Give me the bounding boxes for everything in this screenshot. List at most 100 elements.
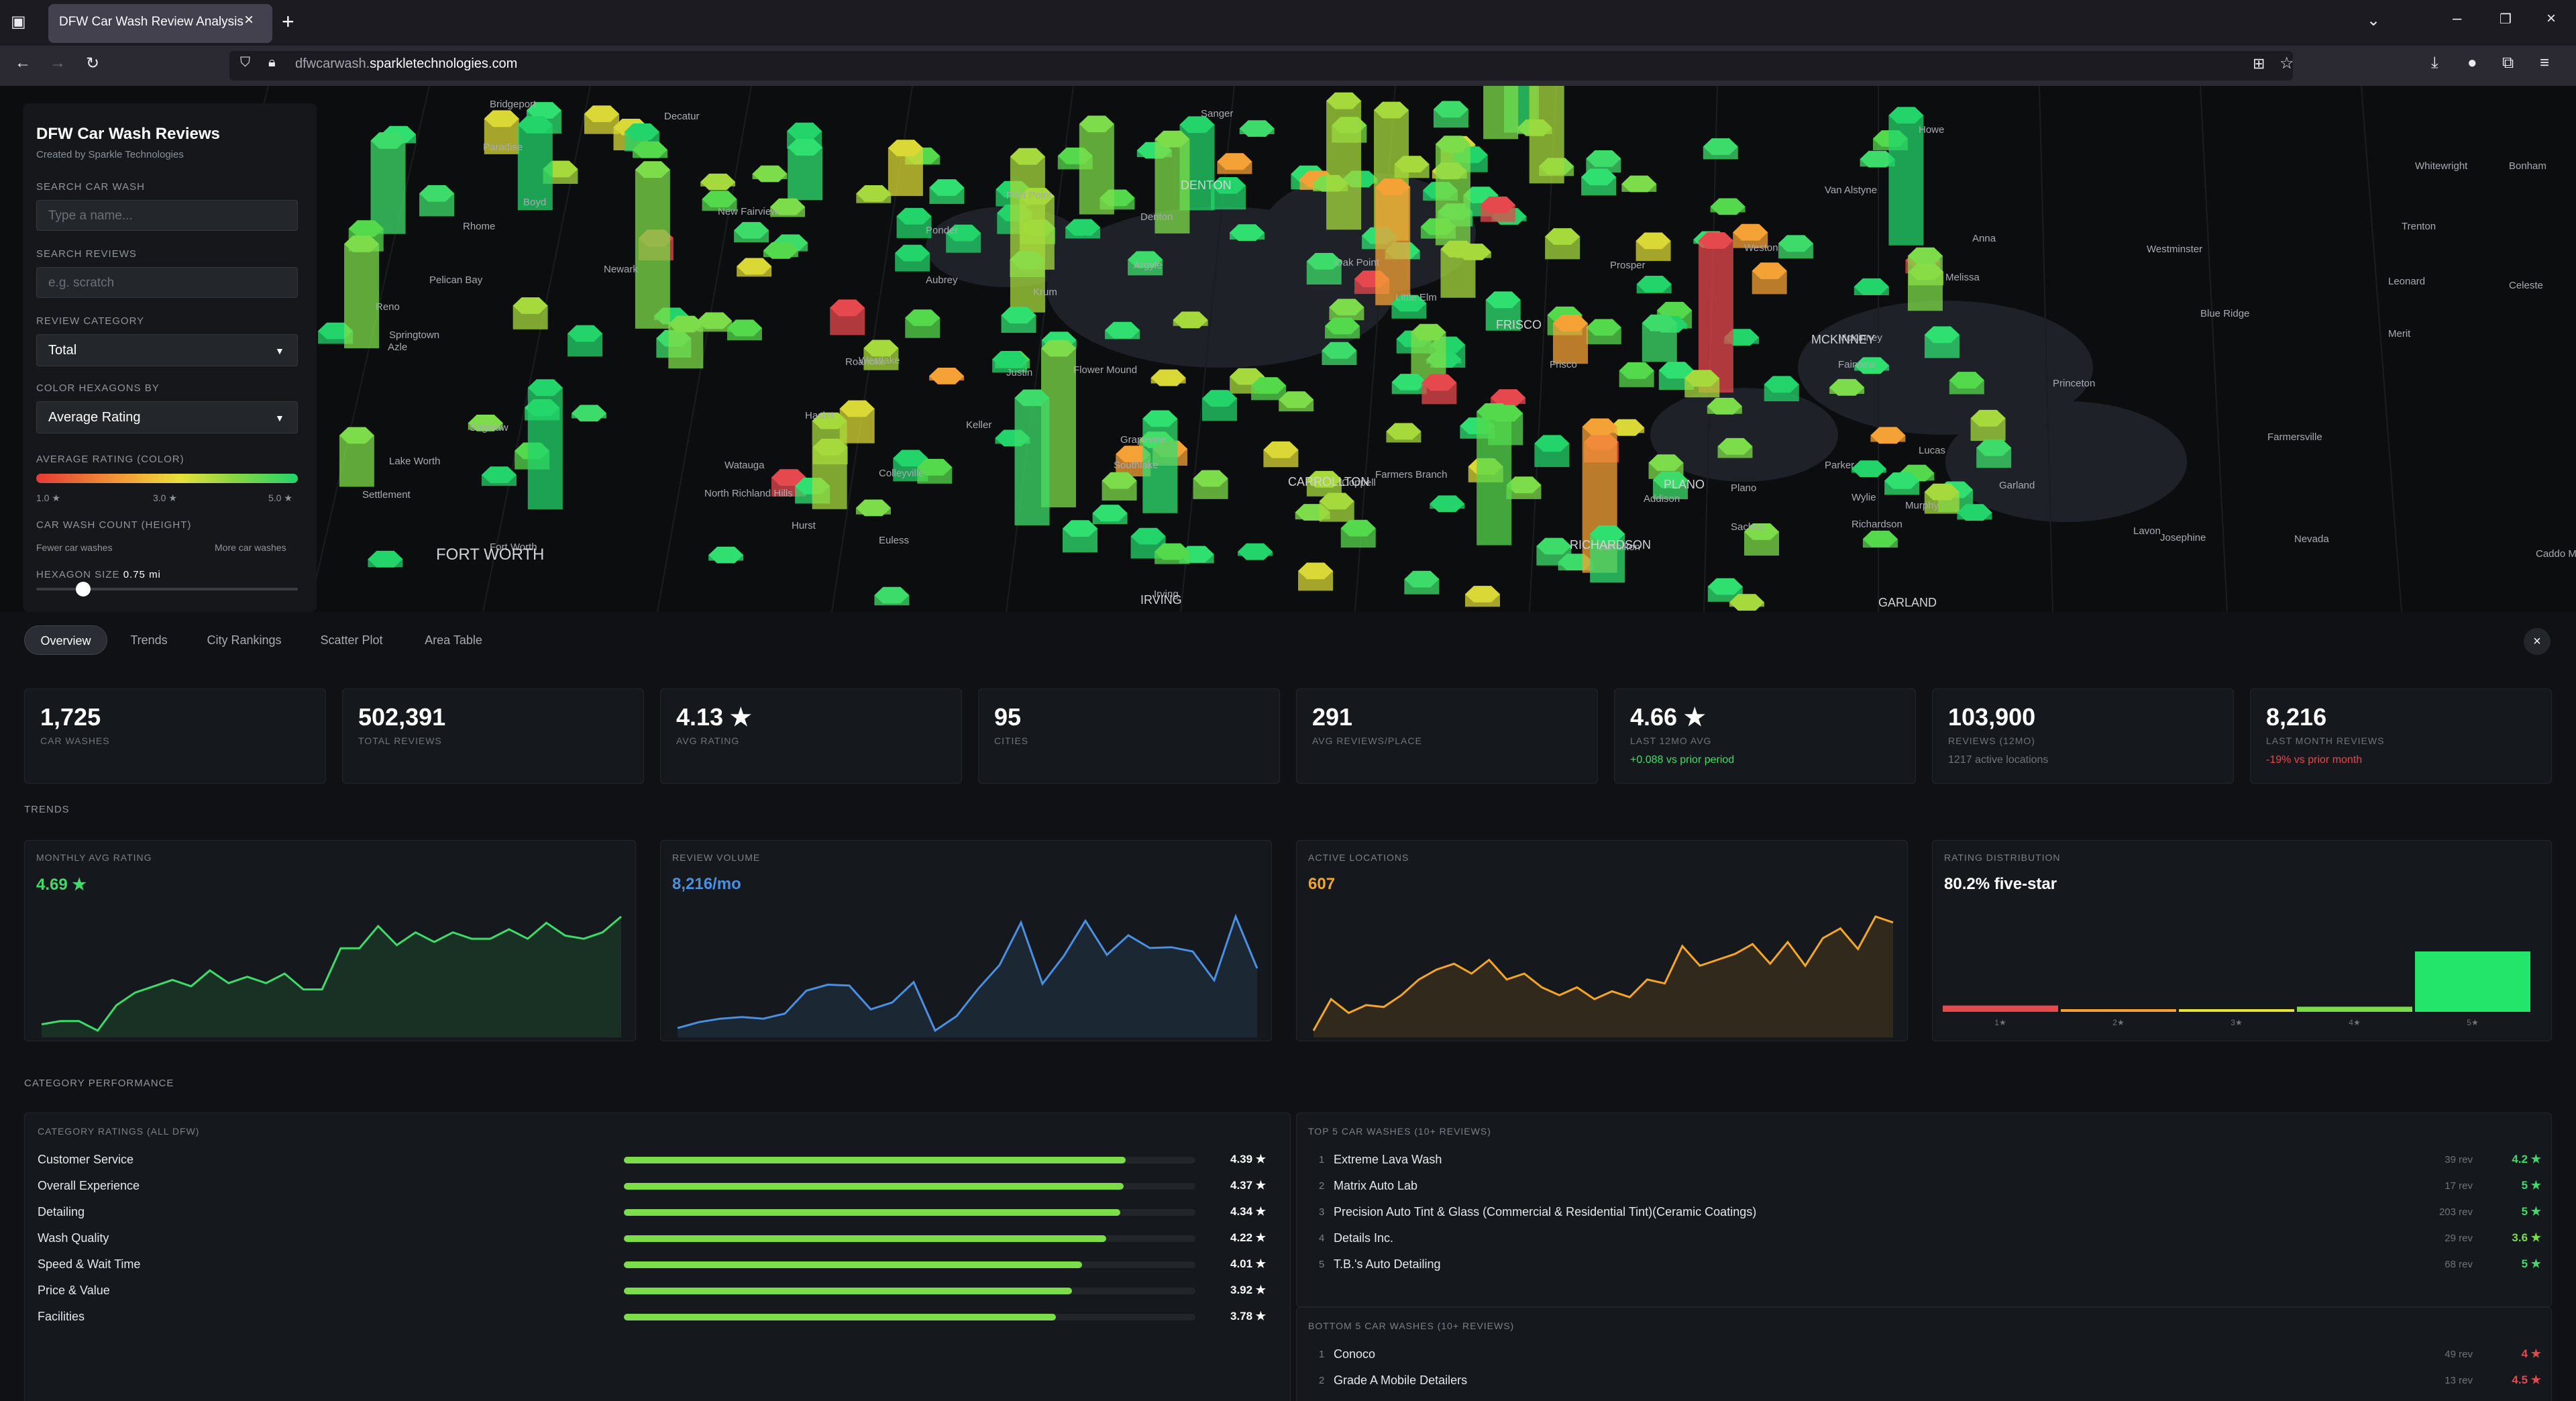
hexagon-column[interactable] xyxy=(929,179,965,204)
hexagon-column[interactable] xyxy=(1581,168,1617,196)
shield-icon[interactable]: ⛉ xyxy=(240,55,250,70)
hexagon-column[interactable] xyxy=(419,185,455,217)
hexagon-column[interactable] xyxy=(1829,378,1865,396)
hexagon-column[interactable] xyxy=(1545,228,1580,260)
hexagon-column[interactable] xyxy=(1411,323,1446,381)
hexagon-column[interactable] xyxy=(1491,389,1526,406)
tab-close-icon[interactable]: × xyxy=(244,11,254,29)
hexagon-column[interactable] xyxy=(1703,138,1738,160)
hexagon-column[interactable] xyxy=(1322,342,1357,366)
hexagon-column[interactable] xyxy=(1590,525,1625,583)
hexagon-column[interactable] xyxy=(1386,423,1421,443)
hexagon-column[interactable] xyxy=(624,123,659,152)
hexagon-column[interactable] xyxy=(812,412,847,509)
tab-trends[interactable]: Trends xyxy=(130,633,168,647)
forward-icon[interactable]: → xyxy=(50,54,66,72)
hexagon-column[interactable] xyxy=(1536,537,1572,566)
hexagon-column[interactable] xyxy=(734,221,769,243)
hexagon-column[interactable] xyxy=(572,405,607,422)
hexagon-column[interactable] xyxy=(1609,419,1645,436)
close-window-icon[interactable]: × xyxy=(2546,9,2557,28)
hexagon-column[interactable] xyxy=(1326,92,1362,230)
back-icon[interactable]: ← xyxy=(15,54,31,72)
hexagon-column[interactable] xyxy=(1619,362,1654,387)
hexagon-column[interactable] xyxy=(1229,224,1265,241)
rank-name[interactable]: Extreme Lava Wash xyxy=(1334,1153,1442,1166)
install-app-icon[interactable]: ⊞ xyxy=(2253,55,2265,72)
hexagon-column[interactable] xyxy=(1375,178,1411,305)
hexagon-column[interactable] xyxy=(1298,562,1334,591)
hexagon-column[interactable] xyxy=(1128,251,1163,276)
hexagon-column[interactable] xyxy=(1173,311,1208,329)
hexagon-column[interactable] xyxy=(1155,543,1190,564)
hexagon-column[interactable] xyxy=(1483,86,1519,140)
hexagon-column[interactable] xyxy=(1888,107,1924,246)
hexagon-column[interactable] xyxy=(668,315,704,369)
hexagon-column[interactable] xyxy=(584,105,619,134)
hexagon-column[interactable] xyxy=(1391,295,1427,319)
hexagon-column[interactable] xyxy=(1238,543,1273,560)
hexagon-column[interactable] xyxy=(1306,470,1342,497)
hexagon-column[interactable] xyxy=(1764,376,1799,402)
hexagon-column[interactable] xyxy=(830,299,865,335)
account-icon[interactable]: ● xyxy=(2467,54,2477,72)
rank-name[interactable]: Grade A Mobile Detailers xyxy=(1334,1373,1468,1387)
hexagon-column[interactable] xyxy=(1642,314,1677,362)
hexagon-column[interactable] xyxy=(1279,391,1314,411)
hexagon-column[interactable] xyxy=(1635,232,1671,261)
hexagon-column[interactable] xyxy=(1534,435,1570,468)
hexagon-column[interactable] xyxy=(481,466,517,486)
hexagon-column[interactable] xyxy=(863,340,899,370)
hexagon-column[interactable] xyxy=(1063,520,1098,553)
browser-tab[interactable] xyxy=(48,4,272,43)
hexagon-column[interactable] xyxy=(370,132,406,234)
hexagon-column[interactable] xyxy=(1251,377,1287,401)
hexagon-column[interactable] xyxy=(1421,374,1457,405)
extensions-icon[interactable]: ⧉ xyxy=(2502,54,2514,72)
hexagon-column[interactable] xyxy=(1391,374,1427,395)
hexagon-column[interactable] xyxy=(1329,299,1364,321)
hexagon-column[interactable] xyxy=(1744,523,1780,556)
hexagon-column[interactable] xyxy=(1150,369,1186,386)
hexagon-column[interactable] xyxy=(737,258,772,277)
hexagon-column[interactable] xyxy=(929,368,965,384)
hexagon-column[interactable] xyxy=(1014,389,1050,525)
hexagon-column[interactable] xyxy=(1949,372,1984,395)
lock-icon[interactable]: 🔒︎ xyxy=(268,55,276,70)
hexagon-column[interactable] xyxy=(568,325,603,357)
bookmark-star-icon[interactable]: ☆ xyxy=(2279,54,2294,72)
hexagon-column[interactable] xyxy=(1340,519,1376,548)
hexagon-column[interactable] xyxy=(1717,437,1753,458)
hexagon-column[interactable] xyxy=(1092,505,1128,525)
hexagon-column[interactable] xyxy=(1854,357,1890,374)
hexagon-column[interactable] xyxy=(344,236,380,348)
hexagon-column[interactable] xyxy=(1684,370,1720,398)
search-reviews-input[interactable] xyxy=(36,267,298,298)
hexagon-column[interactable] xyxy=(1263,441,1299,468)
hexagon-column[interactable] xyxy=(1970,409,2006,442)
hexagon-size-slider-thumb[interactable] xyxy=(76,582,91,596)
hexagon-column[interactable] xyxy=(702,191,737,211)
hexagon-column[interactable] xyxy=(1239,120,1275,137)
hexagon-column[interactable] xyxy=(1976,439,2012,468)
hexagon-column[interactable] xyxy=(1636,276,1672,294)
hexagon-column[interactable] xyxy=(1586,319,1621,345)
hexagon-column[interactable] xyxy=(484,110,519,154)
hexagon-column[interactable] xyxy=(888,140,923,197)
hexagon-column[interactable] xyxy=(1102,472,1137,501)
hexagon-column[interactable] xyxy=(1710,198,1746,215)
hexagon-column[interactable] xyxy=(727,319,762,341)
tab-list-icon[interactable]: ▣ xyxy=(11,13,26,31)
tab-overflow-chevron-icon[interactable]: ⌄ xyxy=(2367,11,2381,30)
hexagon-column[interactable] xyxy=(895,244,930,272)
new-tab-icon[interactable]: + xyxy=(282,9,294,34)
hexagon-column[interactable] xyxy=(1435,136,1470,246)
hexagon-column[interactable] xyxy=(1778,235,1813,259)
hexagon-column[interactable] xyxy=(1924,483,1960,514)
hexagon-column[interactable] xyxy=(1707,397,1742,415)
hexagon-column[interactable] xyxy=(1870,427,1906,444)
hexagon-column[interactable] xyxy=(1924,326,1960,358)
hexagon-column[interactable] xyxy=(1155,130,1190,234)
hexagon-column[interactable] xyxy=(1907,247,1943,311)
hexagon-column[interactable] xyxy=(1211,177,1246,210)
